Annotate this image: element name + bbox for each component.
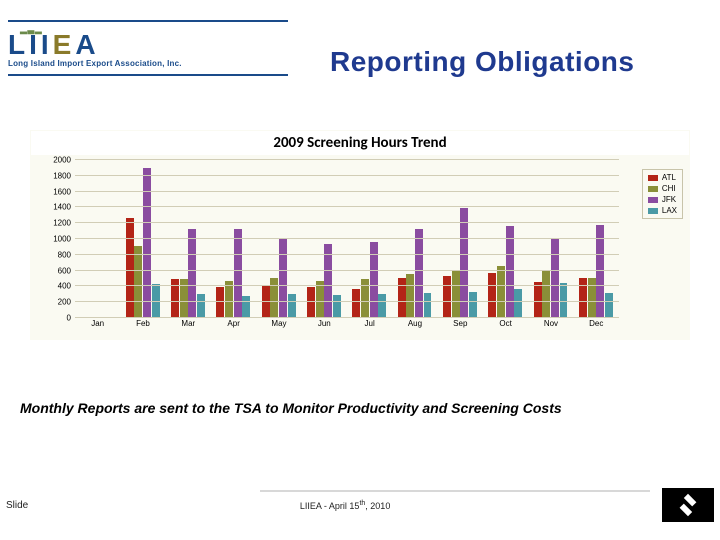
bar-ATL [398,278,406,318]
grid-line: 800 [75,254,619,255]
chart-legend: ATL CHI JFK LAX [642,169,683,219]
bar-CHI [542,270,550,317]
bar-CHI [406,274,414,317]
grid-line: 2000 [75,159,619,160]
bar-CHI [497,266,505,317]
x-tick-label: Jul [347,319,392,335]
bar-LAX [333,295,341,317]
bar-LAX [560,283,568,317]
page-title: Reporting Obligations [330,46,635,78]
bar-JFK [596,225,604,317]
x-tick-label: Nov [528,319,573,335]
chart-title: 2009 Screening Hours Trend [273,134,446,152]
bar-LAX [514,289,522,317]
bar-LAX [197,294,205,317]
bar-LAX [424,293,432,317]
y-tick-label: 1800 [53,171,71,180]
x-tick-label: Oct [483,319,528,335]
bar-LAX [288,294,296,317]
footer-logo [662,488,714,522]
legend-swatch [648,208,658,214]
grid-line: 1800 [75,175,619,176]
bar-JFK [506,226,514,317]
bar-LAX [378,294,386,317]
y-tick-label: 1000 [53,235,71,244]
logo: ▂▃▂ L I I E A Long Island Import Export … [8,20,288,76]
y-tick-label: 600 [58,266,71,275]
bar-CHI [270,278,278,318]
bar-LAX [605,293,613,317]
bar-CHI [134,246,142,317]
bar-CHI [588,278,596,318]
y-tick-label: 200 [58,298,71,307]
logo-tagline: Long Island Import Export Association, I… [8,59,288,68]
legend-label: JFK [662,195,676,204]
bar-ATL [579,278,587,317]
bar-JFK [324,244,332,317]
logo-letters: L I I E A [8,29,288,61]
x-tick-label: Mar [166,319,211,335]
legend-swatch [648,175,658,181]
y-tick-label: 1400 [53,203,71,212]
legend-row: LAX [648,206,677,215]
grid-line: 1200 [75,222,619,223]
footer-text: LIIEA - April 15th, 2010 [28,500,662,511]
bar-ATL [352,289,360,317]
legend-label: CHI [662,184,676,193]
bar-ATL [534,282,542,317]
x-tick-label: Dec [574,319,619,335]
y-tick-label: 400 [58,282,71,291]
footer: Slide LIIEA - April 15th, 2010 [6,488,714,522]
slide: ▂▃▂ L I I E A Long Island Import Export … [0,0,720,540]
grid-line: 600 [75,270,619,271]
y-tick-label: 1200 [53,219,71,228]
y-tick-label: 800 [58,250,71,259]
caption: Monthly Reports are sent to the TSA to M… [20,400,700,416]
x-tick-label: Sep [438,319,483,335]
legend-label: ATL [662,173,676,182]
bar-JFK [551,238,559,317]
y-tick-label: 2000 [53,156,71,165]
grid-line: 1000 [75,238,619,239]
grid-line: 400 [75,285,619,286]
x-tick-label: Feb [120,319,165,335]
bar-JFK [234,229,242,317]
chart-plot-area: 0 200 400 600 800 1000 1200 1400 1600 1800 2000 [75,159,619,317]
x-tick-label: May [256,319,301,335]
legend-row: CHI [648,184,677,193]
bar-ATL [488,273,496,317]
legend-row: ATL [648,173,677,182]
bar-JFK [279,238,287,317]
grid-line: 1400 [75,206,619,207]
chart-title-wrap: 2009 Screening Hours Trend [31,131,689,155]
logo-letter-A: A [75,29,95,61]
legend-swatch [648,186,658,192]
grid-line: 200 [75,301,619,302]
bar-ATL [126,218,134,317]
x-tick-label: Jan [75,319,120,335]
bar-JFK [415,229,423,317]
bar-LAX [469,292,477,317]
x-tick-label: Apr [211,319,256,335]
x-tick-label: Aug [392,319,437,335]
y-tick-label: 1600 [53,187,71,196]
swirl-icon [674,491,702,519]
x-tick-label: Jun [302,319,347,335]
grid-line: 1600 [75,191,619,192]
legend-row: JFK [648,195,677,204]
legend-label: LAX [662,206,677,215]
bar-ATL [443,276,451,317]
logo-island-shape: ▂▃▂ [20,24,42,35]
bar-JFK [188,229,196,317]
logo-letter-E: E [53,29,72,61]
legend-swatch [648,197,658,203]
slide-number-label: Slide [6,500,28,511]
chart: 2009 Screening Hours Trend 0 200 400 600 800… [30,130,690,340]
y-tick-label: 0 [67,314,71,323]
chart-x-axis: JanFebMarAprMayJunJulAugSepOctNovDec [75,319,619,335]
bar-LAX [242,296,250,317]
grid-line: 0 [75,317,619,318]
bar-CHI [452,271,460,317]
